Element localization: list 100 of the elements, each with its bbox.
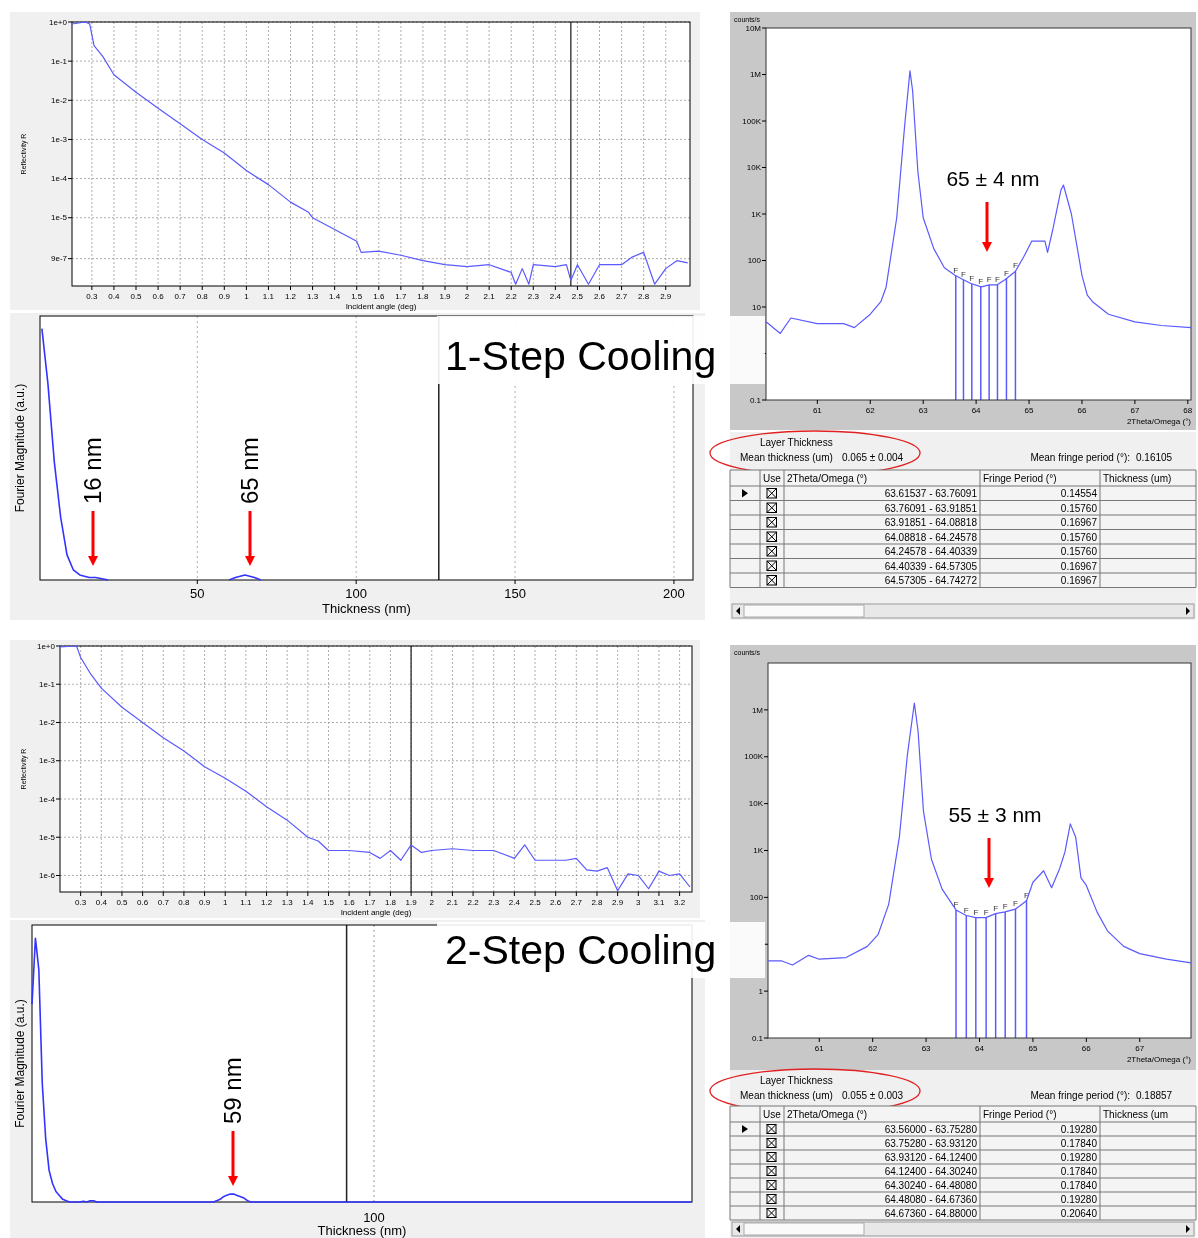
x-tick-label: 66 <box>1081 1044 1092 1053</box>
text: 0.18857 <box>1136 1090 1173 1101</box>
text: 63.56000 - 63.75280 <box>884 1123 977 1135</box>
x-tick-label: 2.9 <box>660 292 672 301</box>
x-tick-label: 63 <box>921 1044 932 1053</box>
x-tick-label: 2.3 <box>527 292 540 301</box>
x-tick-label: 2.4 <box>549 292 562 301</box>
x-tick-label: 1.2 <box>284 292 297 301</box>
chart-title: 1-Step Cooling <box>445 333 717 379</box>
text: 0.065 ± 0.004 <box>842 452 904 463</box>
y-tick-label: 1e-5 <box>38 832 56 842</box>
x-tick-label: 3.1 <box>653 898 666 907</box>
text: 0.16967 <box>1060 575 1097 586</box>
x-tick-label: 1.6 <box>373 292 385 301</box>
text: Layer Thickness <box>760 1075 833 1086</box>
text: Layer Thickness <box>760 437 833 448</box>
text: 64.12400 - 64.30240 <box>884 1165 977 1177</box>
y-tick-label: 100 <box>747 256 762 266</box>
text: 64.40339 - 64.57305 <box>884 560 977 572</box>
ref-line-label: F <box>1013 899 1019 909</box>
ref-line-label: F <box>993 903 999 913</box>
x-tick-label: 2.1 <box>483 292 496 301</box>
text: 63.91851 - 64.08818 <box>884 517 977 528</box>
ref-line-label: F <box>969 273 975 283</box>
x-tick-label: 65 <box>1028 1044 1038 1053</box>
text: Mean thickness (um) <box>740 452 833 463</box>
x-tick-label: 0.4 <box>108 292 121 301</box>
ref-line-label: F <box>1002 901 1008 911</box>
x-tick-label: 0.8 <box>178 898 191 907</box>
text: 0.16105 <box>1136 452 1173 463</box>
y-tick-label: 10 <box>752 302 762 312</box>
text: 64.08818 - 64.24578 <box>884 531 977 543</box>
x-tick-label: 0.6 <box>152 292 165 301</box>
x-tick-label: 65 <box>1024 406 1035 415</box>
x-axis-title: Incident angle (deg) <box>345 301 417 311</box>
ref-line-label: F <box>986 274 992 284</box>
x-tick-label: 3.2 <box>674 898 686 907</box>
y-tick-label: 1e-1 <box>50 56 68 66</box>
text: 63.76091 - 63.91851 <box>884 502 977 514</box>
x-tick-label: 0.6 <box>137 898 149 907</box>
text: 0.15760 <box>1060 531 1097 543</box>
ref-line-label: F <box>978 276 984 286</box>
text: Mean fringe period (°): <box>1030 452 1130 463</box>
ref-line-label: F <box>995 274 1001 284</box>
x-tick-label: 0.4 <box>95 898 108 907</box>
category-label: Thickness (um) <box>1103 473 1172 484</box>
x-tick-label: 64 <box>971 406 982 415</box>
text: 63.75280 - 63.93120 <box>884 1137 977 1149</box>
y-tick-label: 1e-3 <box>50 135 68 145</box>
ref-line-label: F <box>973 907 979 917</box>
text: Mean fringe period (°): <box>1030 1090 1130 1101</box>
x-tick-label: 2 <box>429 898 435 907</box>
x-tick-label: 1.7 <box>395 292 407 301</box>
y-tick-label: 100K <box>744 752 764 762</box>
text: 0.16967 <box>1060 517 1097 528</box>
x-tick-label: 1.3 <box>307 292 319 301</box>
text: 64.67360 - 64.88000 <box>884 1207 977 1219</box>
y-tick-label: 1 <box>758 986 764 996</box>
y-tick-label: 1e-1 <box>38 679 56 689</box>
x-tick-label: 1.9 <box>439 292 452 301</box>
y-tick-label: 1M <box>751 705 764 715</box>
x-tick-label: 200 <box>663 586 685 601</box>
x-tick-label: 2.2 <box>505 292 518 301</box>
y-tick-label: 1e+0 <box>36 641 56 651</box>
y-tick-label: 1e-4 <box>50 174 68 184</box>
text: 64.48080 - 64.67360 <box>884 1193 977 1205</box>
x-tick-label: 63 <box>918 406 929 415</box>
x-axis-title: Incident angle (deg) <box>340 907 412 917</box>
chart-title: 2-Step Cooling <box>445 927 717 973</box>
category-label: Fringe Period (°) <box>983 473 1057 484</box>
y-tick-label: 1e-2 <box>38 718 56 728</box>
x-tick-label: 2.5 <box>529 898 542 907</box>
y-axis-title: Fourier Magnitude (a.u.) <box>13 383 27 513</box>
y-tick-label: 1M <box>749 70 762 80</box>
x-tick-label: 0.7 <box>157 898 170 907</box>
x-tick-label: 0.9 <box>218 292 231 301</box>
y-tick-label: 10M <box>745 23 762 33</box>
x-tick-label: 1.5 <box>351 292 363 301</box>
y-tick-label: 0.1 <box>749 395 762 405</box>
text: 0.19280 <box>1060 1193 1097 1205</box>
x-tick-label: 1.7 <box>364 898 376 907</box>
ref-line-label: F <box>953 899 959 909</box>
x-tick-label: 0.7 <box>174 292 187 301</box>
text: 0.055 ± 0.003 <box>842 1090 904 1101</box>
x-tick-label: 66 <box>1077 406 1087 415</box>
x-tick-label: 1.5 <box>322 898 335 907</box>
y-tick-label: 10K <box>748 799 764 809</box>
ref-line-label: F <box>983 907 989 917</box>
text: 0.14554 <box>1060 488 1097 499</box>
y-tick-label: 1e+0 <box>48 17 68 27</box>
x-tick-label: 2.8 <box>638 292 650 301</box>
category-label: Use <box>763 473 782 484</box>
ref-line-label: F <box>1012 261 1018 271</box>
x-tick-label: 68 <box>1183 406 1193 415</box>
text: 63.61537 - 63.76091 <box>884 488 977 499</box>
category-label: Use <box>763 1109 782 1120</box>
x-tick-label: 62 <box>868 1044 878 1053</box>
x-tick-label: 0.3 <box>75 898 87 907</box>
x-tick-label: 67 <box>1130 406 1140 415</box>
text: 64.57305 - 64.74272 <box>884 575 977 586</box>
